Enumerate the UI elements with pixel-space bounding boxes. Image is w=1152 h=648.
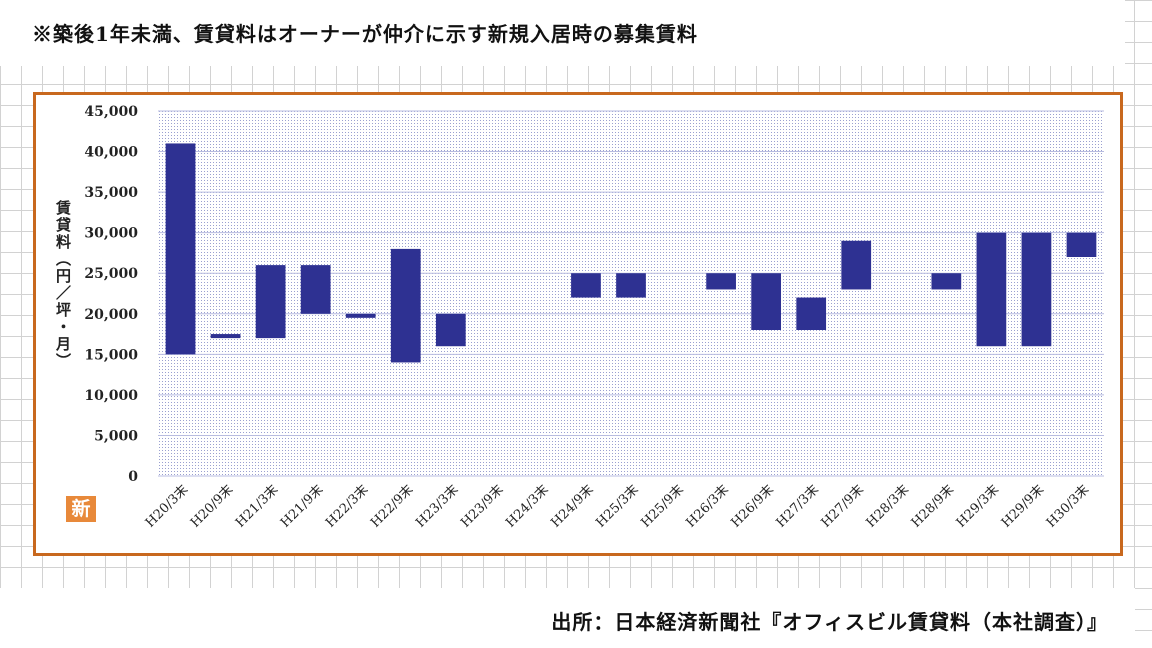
x-tick-label: H20/9末 (188, 482, 236, 530)
x-tick-label: H22/9末 (368, 482, 416, 530)
y-tick-label: 15,000 (84, 347, 138, 363)
x-tick-label: H28/3末 (864, 482, 912, 530)
x-tick-label: H21/3末 (233, 482, 281, 530)
range-bar (435, 313, 466, 347)
x-tick-label: H20/3末 (143, 482, 191, 530)
range-bar (165, 143, 196, 355)
x-tick-label: H27/3末 (774, 482, 822, 530)
source-note: 出所：日本経済新聞社『オフィスビル賃貸料（本社調査）』 (551, 610, 1108, 634)
range-bar (706, 273, 736, 290)
x-tick-labels: H20/3末H20/9末H21/3末H21/9末H22/3末H22/9末H23/… (143, 482, 1092, 530)
x-tick-label: H27/9末 (819, 482, 867, 530)
y-tick-label: 40,000 (84, 145, 138, 161)
x-tick-label: H30/3末 (1044, 482, 1092, 530)
header-band (0, 0, 1125, 66)
x-tick-label: H24/9末 (548, 482, 596, 530)
y-tick-label: 0 (128, 469, 138, 485)
range-bar (931, 273, 962, 290)
y-tick-label: 10,000 (84, 388, 138, 404)
x-tick-label: H22/3末 (323, 482, 371, 530)
x-tick-label: H24/3末 (503, 482, 551, 530)
y-tick-label: 30,000 (84, 226, 138, 242)
x-tick-label: H21/9末 (278, 482, 326, 530)
range-bar (210, 334, 241, 339)
x-tick-label: H23/3末 (413, 482, 461, 530)
x-tick-label: H25/3末 (593, 482, 641, 530)
x-tick-label: H29/9末 (999, 482, 1047, 530)
x-tick-label: H26/9末 (729, 482, 777, 530)
range-bar (390, 248, 421, 363)
range-bar (345, 313, 376, 318)
range-bar (1066, 232, 1097, 257)
x-tick-label: H23/9末 (458, 482, 506, 530)
chart-caption: ※築後1年未満、賃貸料はオーナーが仲介に示す新規入居時の募集賃料 (32, 22, 698, 46)
new-badge-icon: 新 (66, 496, 96, 522)
range-bar (255, 265, 286, 339)
range-bar (616, 273, 646, 298)
bars (165, 143, 1097, 363)
y-tick-label: 45,000 (84, 104, 138, 120)
y-tick-label: 35,000 (84, 185, 138, 201)
range-bar (796, 297, 827, 330)
footer-band (0, 588, 1135, 648)
y-tick-label: 5,000 (94, 428, 138, 444)
range-bar (1021, 232, 1052, 347)
y-tick-label: 25,000 (84, 266, 138, 282)
y-axis-title: 賃貸料（円／坪・月） (54, 200, 72, 370)
x-tick-label: H26/3末 (683, 482, 731, 530)
range-bar (841, 240, 872, 290)
x-tick-label: H29/3末 (954, 482, 1002, 530)
y-tick-label: 20,000 (84, 307, 138, 323)
range-bar (571, 273, 601, 298)
x-tick-label: H25/9末 (638, 482, 686, 530)
x-tick-label: H28/9末 (909, 482, 957, 530)
range-bar (976, 232, 1007, 347)
range-bar (751, 273, 782, 330)
y-tick-labels: 0 5,000 10,000 15,000 20,000 25,000 30,000 35,0… (84, 104, 138, 485)
range-bar (300, 265, 331, 314)
